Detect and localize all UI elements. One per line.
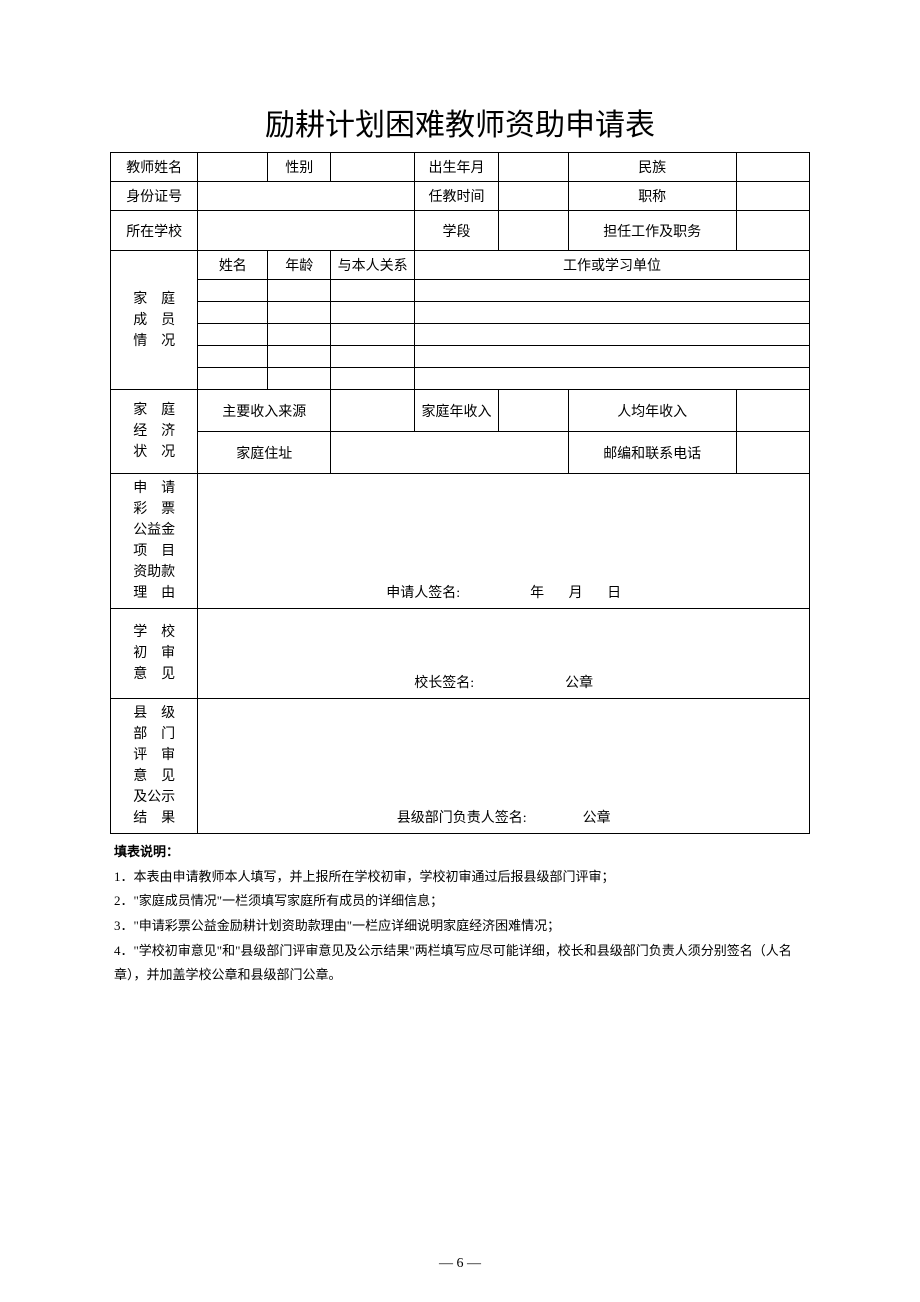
label-birth: 出生年月	[415, 153, 499, 182]
field-ethnicity[interactable]	[736, 153, 809, 182]
fm-name-2[interactable]	[198, 302, 268, 324]
fm-name-1[interactable]	[198, 280, 268, 302]
fm-rel-5[interactable]	[331, 368, 415, 390]
application-form-table: 教师姓名 性别 出生年月 民族 身份证号 任教时间 职称 所在学校 学段 担任工…	[110, 152, 810, 834]
field-post-phone[interactable]	[736, 432, 809, 474]
field-per-capita[interactable]	[736, 390, 809, 432]
label-gender: 性别	[268, 153, 331, 182]
label-school-opinion: 学 校初 审意 见	[111, 609, 198, 699]
field-id-no[interactable]	[198, 182, 415, 211]
field-teach-time[interactable]	[498, 182, 568, 211]
fm-rel-4[interactable]	[331, 346, 415, 368]
note-1: 1．本表由申请教师本人填写，并上报所在学校初审，学校初审通过后报县级部门评审；	[114, 865, 806, 890]
label-county-opinion: 县 级部 门评 审意 见及公示结 果	[111, 699, 198, 834]
fm-rel-2[interactable]	[331, 302, 415, 324]
fm-age-5[interactable]	[268, 368, 331, 390]
label-economic: 家 庭经 济状 况	[111, 390, 198, 474]
fm-rel-3[interactable]	[331, 324, 415, 346]
label-id-no: 身份证号	[111, 182, 198, 211]
note-4: 4．"学校初审意见"和"县级部门评审意见及公示结果"两栏填写应尽可能详细，校长和…	[114, 939, 806, 988]
field-gender[interactable]	[331, 153, 415, 182]
form-title: 励耕计划困难教师资助申请表	[110, 100, 810, 144]
label-post-phone: 邮编和联系电话	[568, 432, 736, 474]
page-number: — 6 —	[0, 1256, 920, 1272]
label-fm-rel: 与本人关系	[331, 251, 415, 280]
field-income-source[interactable]	[331, 390, 415, 432]
label-family-members: 家 庭成 员情 况	[111, 251, 198, 390]
label-fm-name: 姓名	[198, 251, 268, 280]
fm-name-4[interactable]	[198, 346, 268, 368]
label-school: 所在学校	[111, 211, 198, 251]
field-teacher-name[interactable]	[198, 153, 268, 182]
reason-signature-line: 申请人签名: 年 月 日	[386, 586, 621, 601]
label-month: 月	[569, 586, 583, 601]
field-duty[interactable]	[736, 211, 809, 251]
label-teach-time: 任教时间	[415, 182, 499, 211]
label-stage: 学段	[415, 211, 499, 251]
fm-age-3[interactable]	[268, 324, 331, 346]
label-county-sign: 县级部门负责人签名:	[397, 811, 527, 826]
label-applicant-sign: 申请人签名:	[386, 586, 460, 601]
page: 励耕计划困难教师资助申请表 教师姓名 性别 出生年月 民族 身份证号 任教时间 …	[0, 0, 920, 1302]
note-2: 2．"家庭成员情况"一栏须填写家庭所有成员的详细信息；	[114, 889, 806, 914]
fm-unit-1[interactable]	[415, 280, 810, 302]
notes-heading: 填表说明：	[114, 840, 806, 865]
label-fm-age: 年龄	[268, 251, 331, 280]
label-day: 日	[607, 586, 621, 601]
field-school[interactable]	[198, 211, 415, 251]
school-signature-line: 校长签名: 公章	[414, 676, 593, 691]
field-county-opinion[interactable]: 县级部门负责人签名: 公章	[198, 699, 810, 834]
field-home-addr[interactable]	[331, 432, 569, 474]
label-duty: 担任工作及职务	[568, 211, 736, 251]
label-teacher-name: 教师姓名	[111, 153, 198, 182]
label-income-source: 主要收入来源	[198, 390, 331, 432]
label-fm-unit: 工作或学习单位	[415, 251, 810, 280]
label-title-rank: 职称	[568, 182, 736, 211]
fm-rel-1[interactable]	[331, 280, 415, 302]
county-signature-line: 县级部门负责人签名: 公章	[397, 811, 611, 826]
fm-unit-2[interactable]	[415, 302, 810, 324]
notes-section: 填表说明： 1．本表由申请教师本人填写，并上报所在学校初审，学校初审通过后报县级…	[110, 840, 810, 988]
label-year: 年	[530, 586, 544, 601]
fm-age-2[interactable]	[268, 302, 331, 324]
fm-name-3[interactable]	[198, 324, 268, 346]
field-reason[interactable]: 申请人签名: 年 月 日	[198, 474, 810, 609]
fm-unit-4[interactable]	[415, 346, 810, 368]
label-reason: 申 请彩 票公益金项 目资助款理 由	[111, 474, 198, 609]
fm-age-1[interactable]	[268, 280, 331, 302]
field-annual-income[interactable]	[498, 390, 568, 432]
label-seal-1: 公章	[565, 676, 593, 691]
label-annual-income: 家庭年收入	[415, 390, 499, 432]
label-principal-sign: 校长签名:	[414, 676, 474, 691]
fm-unit-3[interactable]	[415, 324, 810, 346]
fm-unit-5[interactable]	[415, 368, 810, 390]
note-3: 3．"申请彩票公益金励耕计划资助款理由"一栏应详细说明家庭经济困难情况；	[114, 914, 806, 939]
field-birth[interactable]	[498, 153, 568, 182]
field-stage[interactable]	[498, 211, 568, 251]
field-title-rank[interactable]	[736, 182, 809, 211]
label-home-addr: 家庭住址	[198, 432, 331, 474]
field-school-opinion[interactable]: 校长签名: 公章	[198, 609, 810, 699]
fm-age-4[interactable]	[268, 346, 331, 368]
label-seal-2: 公章	[583, 811, 611, 826]
label-per-capita: 人均年收入	[568, 390, 736, 432]
label-ethnicity: 民族	[568, 153, 736, 182]
fm-name-5[interactable]	[198, 368, 268, 390]
